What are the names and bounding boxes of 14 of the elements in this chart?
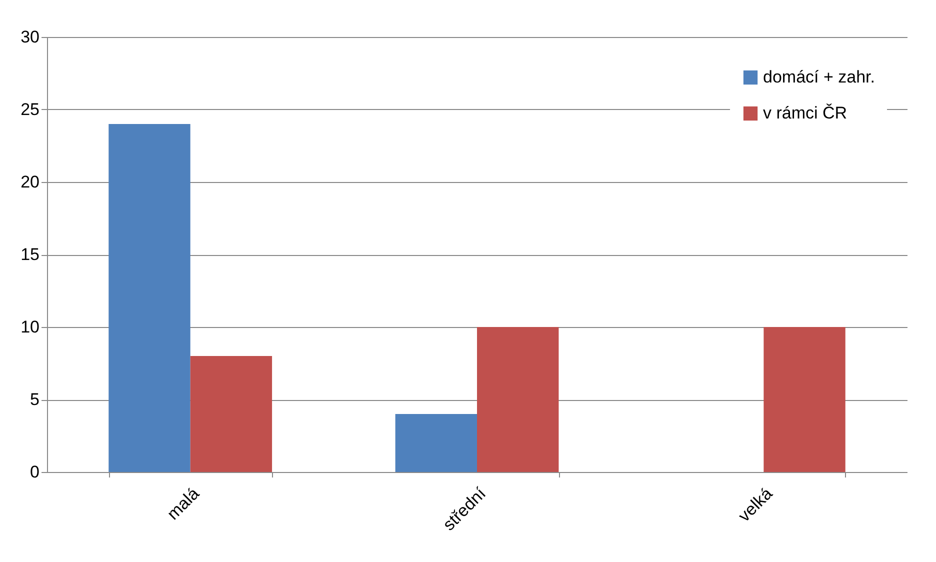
y-tick-label: 5 bbox=[30, 390, 40, 409]
y-tick-label: 30 bbox=[20, 28, 40, 46]
bar bbox=[764, 327, 846, 472]
legend-label: domácí + zahr. bbox=[763, 68, 875, 86]
y-tick-label: 10 bbox=[20, 318, 40, 336]
y-tick-label: 15 bbox=[20, 245, 40, 264]
y-tick-label: 25 bbox=[20, 100, 40, 119]
bar bbox=[108, 124, 190, 472]
y-tick-label: 0 bbox=[30, 462, 40, 482]
bar bbox=[477, 327, 559, 472]
bar bbox=[395, 414, 477, 472]
bar bbox=[190, 356, 272, 472]
legend-label: v rámci ČR bbox=[763, 104, 848, 122]
y-tick-label: 20 bbox=[20, 172, 40, 192]
